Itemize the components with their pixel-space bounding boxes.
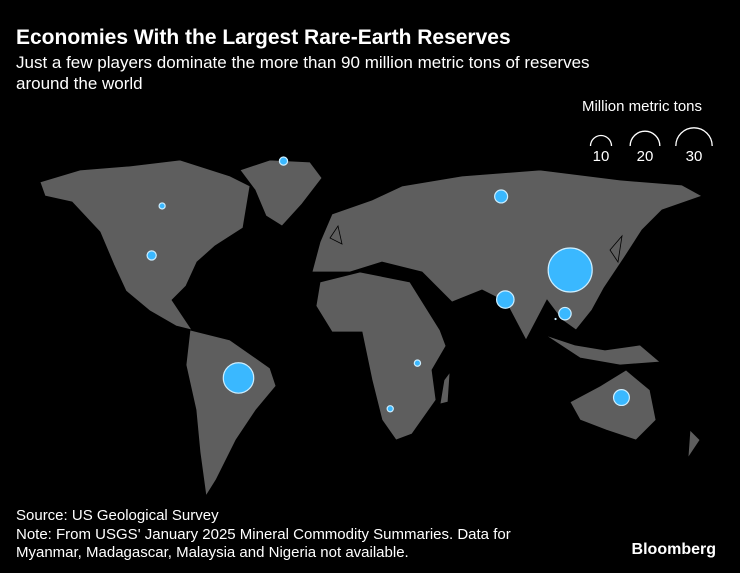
legend-title: Million metric tons: [582, 98, 702, 115]
chart-title: Economies With the Largest Rare-Earth Re…: [16, 26, 511, 49]
land: [569, 369, 657, 441]
land: [311, 169, 703, 341]
bubble: [495, 290, 515, 309]
legend-arc: [629, 130, 661, 147]
bubble: [278, 156, 289, 166]
bubble: [386, 405, 394, 413]
bubble: [146, 250, 157, 261]
subtitle: Just a few players dominate the more tha…: [16, 53, 590, 72]
bubble: [612, 389, 630, 407]
brand: Bloomberg: [632, 541, 716, 558]
legend-label: 30: [686, 148, 703, 165]
note: Note: From USGS' January 2025 Mineral Co…: [16, 526, 511, 543]
bubble: [494, 189, 509, 204]
legend-arc: [589, 134, 613, 147]
bubble: [558, 306, 572, 321]
note: Myanmar, Madagascar, Malaysia and Nigeri…: [16, 544, 409, 561]
land: [239, 159, 323, 227]
basemap: [39, 159, 703, 498]
bubble: [547, 247, 593, 293]
subtitle: around the world: [16, 74, 143, 93]
bubble: [158, 202, 166, 210]
land: [39, 159, 251, 331]
bubble: [413, 359, 422, 367]
legend-arc: [675, 127, 713, 147]
land: [544, 334, 662, 366]
bubble: [554, 317, 557, 321]
bubbles: [146, 156, 630, 413]
land: [329, 224, 701, 460]
bubble: [222, 362, 255, 394]
land: [185, 329, 277, 498]
source: Source: US Geological Survey: [16, 507, 219, 524]
legend-label: 10: [593, 148, 610, 165]
land: [315, 271, 447, 441]
legend-label: 20: [637, 148, 654, 165]
